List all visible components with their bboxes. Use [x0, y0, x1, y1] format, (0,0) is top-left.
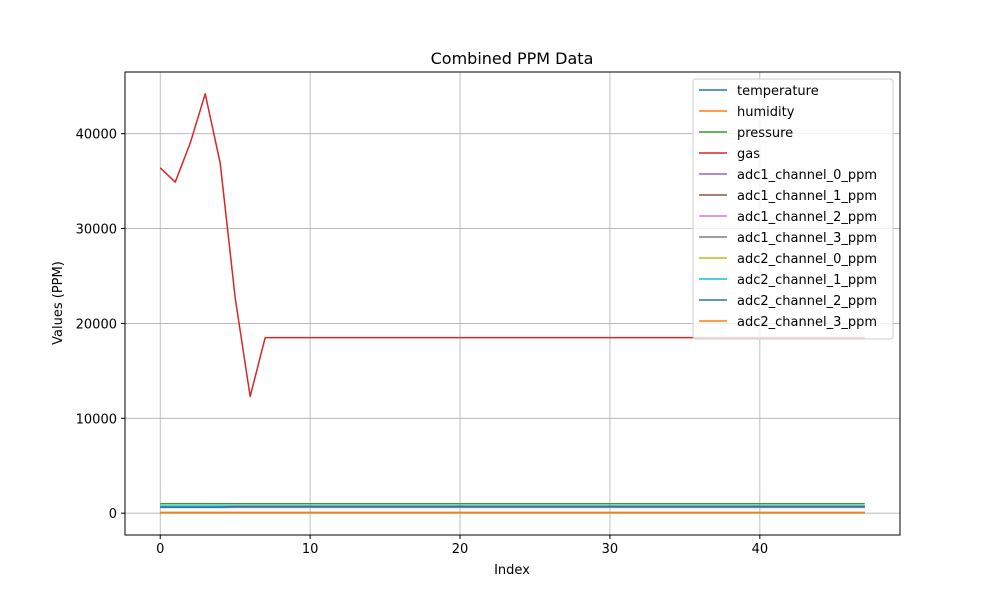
x-tick-label: 0 — [156, 542, 164, 557]
x-tick-label: 10 — [302, 542, 319, 557]
legend-box — [692, 78, 894, 340]
legend-label: adc1_channel_1_ppm — [737, 189, 877, 204]
x-tick-label: 40 — [752, 542, 769, 557]
legend-label: pressure — [737, 126, 793, 141]
legend-label: adc2_channel_1_ppm — [737, 273, 877, 288]
series-line-adc2-channel-2-ppm — [160, 505, 865, 509]
x-tick-label: 20 — [452, 542, 469, 557]
legend-label: humidity — [737, 105, 795, 120]
x-axis-label: Index — [494, 563, 530, 578]
legend-label: gas — [737, 147, 760, 162]
y-tick-label: 40000 — [76, 128, 117, 143]
legend-label: adc1_channel_3_ppm — [737, 231, 877, 246]
x-axis-ticks: 0 10 20 30 40 — [156, 535, 768, 557]
plot-lines — [159, 93, 865, 514]
legend-label: adc2_channel_3_ppm — [737, 315, 877, 330]
y-axis-label: Values (PPM) — [51, 261, 66, 345]
legend-label: adc1_channel_2_ppm — [737, 210, 877, 225]
y-tick-label: 20000 — [76, 317, 117, 332]
chart-title: Combined PPM Data — [431, 49, 594, 68]
y-tick-label: 30000 — [76, 223, 117, 238]
plot-frame — [124, 71, 901, 536]
legend: temperature humidity pressure gas adc1_chann… — [692, 78, 894, 340]
legend-label: adc2_channel_2_ppm — [737, 294, 877, 309]
legend-label: adc2_channel_0_ppm — [737, 252, 877, 267]
y-tick-label: 0 — [109, 507, 117, 522]
legend-label: adc1_channel_0_ppm — [737, 168, 877, 183]
x-tick-label: 30 — [602, 542, 619, 557]
y-axis-ticks: 0 10000 20000 30000 40000 — [76, 128, 125, 522]
legend-label: temperature — [737, 84, 819, 99]
y-tick-label: 10000 — [76, 412, 117, 427]
